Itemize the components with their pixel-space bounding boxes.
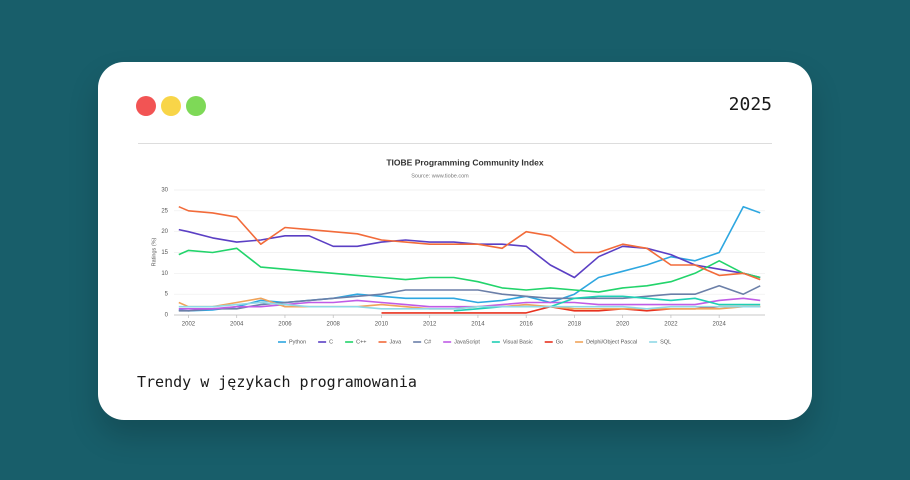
y-tick-label: 10 — [161, 271, 168, 277]
y-tick-label: 25 — [161, 208, 168, 214]
caption: Trendy w językach programowania — [137, 373, 417, 391]
legend-label: Go — [556, 339, 563, 345]
y-tick-label: 0 — [165, 313, 169, 319]
legend-label: Visual Basic — [503, 339, 533, 345]
chart: TIOBE Programming Community Index Source… — [151, 157, 765, 345]
x-tick-label: 2004 — [230, 322, 244, 328]
series-line — [178, 205, 761, 281]
chart-title: TIOBE Programming Community Index — [386, 157, 544, 167]
x-tick-label: 2020 — [616, 322, 630, 328]
legend-label: C# — [424, 339, 432, 345]
y-axis-title: Ratings (%) — [151, 237, 157, 266]
series-line — [178, 301, 761, 310]
series-line — [178, 228, 761, 279]
separator — [138, 143, 772, 144]
y-tick-label: 30 — [161, 188, 168, 194]
window-dot — [186, 96, 206, 116]
legend-label: JavaScript — [454, 339, 480, 345]
y-tick-label: 20 — [161, 229, 168, 235]
x-tick-label: 2014 — [471, 322, 485, 328]
series-line — [381, 305, 761, 314]
series-line — [178, 205, 761, 312]
legend-label: Python — [289, 339, 306, 345]
x-tick-label: 2022 — [664, 322, 678, 328]
x-tick-label: 2016 — [520, 322, 534, 328]
legend-label: C — [329, 339, 333, 345]
year: 2025 — [728, 94, 772, 115]
x-tick-label: 2008 — [327, 322, 341, 328]
card: 2025 TIOBE Programming Community Index S… — [98, 62, 812, 420]
window-dot — [136, 96, 156, 116]
x-tick-label: 2012 — [423, 322, 437, 328]
legend-label: Delphi/Object Pascal — [586, 339, 637, 345]
y-tick-label: 15 — [161, 250, 168, 256]
window-dot — [161, 96, 181, 116]
series-line — [178, 247, 761, 293]
x-tick-label: 2002 — [182, 322, 196, 328]
chart-subtitle: Source: www.tiobe.com — [411, 173, 469, 179]
x-tick-label: 2024 — [712, 322, 726, 328]
legend-label: Java — [390, 339, 403, 345]
series-line — [178, 297, 761, 310]
legend-label: SQL — [660, 339, 671, 345]
y-tick-label: 5 — [165, 292, 169, 298]
x-tick-label: 2010 — [375, 322, 389, 328]
legend-label: C++ — [356, 339, 366, 345]
x-tick-label: 2018 — [568, 322, 582, 328]
x-tick-label: 2006 — [278, 322, 292, 328]
series-line — [178, 285, 761, 312]
